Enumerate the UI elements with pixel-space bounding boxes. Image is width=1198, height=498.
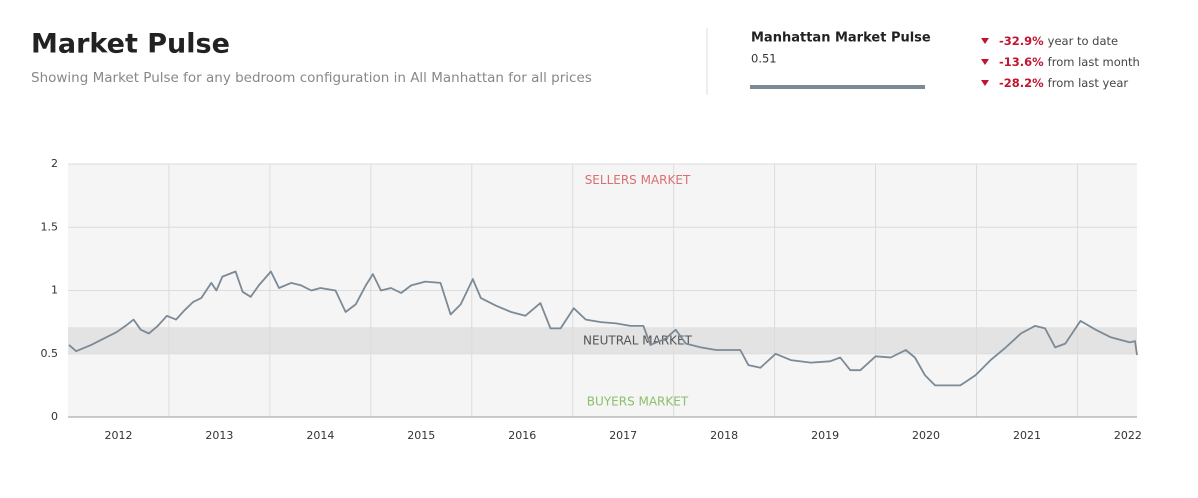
change-text: from last month (1048, 55, 1140, 69)
down-arrow (981, 38, 989, 44)
change-text: year to date (1048, 34, 1118, 48)
y-tick-label: 2 (51, 157, 58, 170)
band-label: BUYERS MARKET (587, 394, 689, 408)
x-tick-label: 2022 (1114, 429, 1142, 442)
y-tick-label: 1 (51, 284, 58, 297)
x-tick-label: 2020 (912, 429, 940, 442)
x-tick-label: 2015 (407, 429, 435, 442)
x-tick-label: 2016 (508, 429, 536, 442)
line (68, 270, 1138, 387)
x-tick-label: 2017 (609, 429, 637, 442)
neutral-band (68, 327, 1137, 354)
change: -28.2% from last year (999, 76, 1128, 90)
y-tick-label: 0.5 (41, 347, 59, 360)
change: -32.9% year to date (999, 34, 1118, 48)
change-text: from last year (1048, 76, 1129, 90)
change: -13.6% from last month (999, 55, 1140, 69)
change-value: -13.6% (999, 55, 1044, 69)
summary-value: 0.51 (751, 52, 777, 66)
x-tick-label: 2013 (205, 429, 233, 442)
summary-bar (750, 85, 925, 89)
y-tick-label: 1.5 (41, 220, 59, 233)
band-label: SELLERS MARKET (585, 173, 691, 187)
down-arrow (981, 59, 989, 65)
x-tick-label: 2012 (104, 429, 132, 442)
title: Market Pulse (31, 29, 230, 60)
band-label: NEUTRAL MARKET (583, 334, 693, 348)
x-tick-label: 2019 (811, 429, 839, 442)
y-tick-label: 0 (51, 410, 58, 423)
change-value: -32.9% (999, 34, 1044, 48)
x-tick-label: 2014 (306, 429, 334, 442)
x-tick-label: 2018 (710, 429, 738, 442)
subtitle: Showing Market Pulse for any bedroom con… (31, 70, 592, 86)
change-value: -28.2% (999, 76, 1044, 90)
x-tick-label: 2021 (1013, 429, 1041, 442)
down-arrow (981, 80, 989, 86)
summary-title: Manhattan Market Pulse (751, 31, 931, 46)
